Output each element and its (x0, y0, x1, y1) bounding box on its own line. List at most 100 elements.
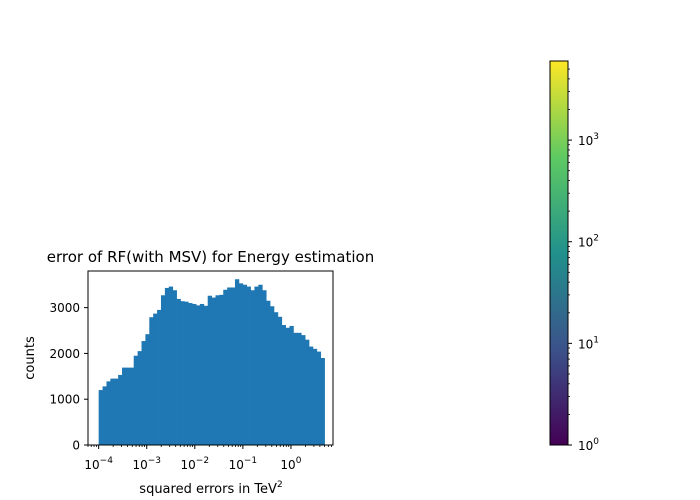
histogram-bar (234, 279, 240, 445)
histogram-bars (98, 279, 325, 445)
histogram-bar (106, 381, 111, 445)
histogram-bar (98, 390, 103, 445)
plot-frame (87, 270, 334, 446)
histogram-bar (125, 367, 131, 445)
histogram-bar (102, 386, 107, 445)
histogram-bar (215, 295, 220, 445)
histogram-bar (320, 358, 325, 445)
colorbar-tick-label: 100 (578, 437, 599, 453)
x-tick-label: 10−3 (132, 456, 161, 472)
chart-title: error of RF(with MSV) for Energy estimat… (47, 248, 374, 266)
colorbar-frame (549, 60, 569, 446)
x-axis-label-exponent: 2 (277, 480, 283, 490)
x-tick-base: 10 (229, 458, 244, 472)
histogram-bar (231, 287, 236, 445)
histogram-bar (285, 327, 290, 445)
x-tick-label: 10−1 (229, 456, 258, 472)
y-tick-label: 0 (72, 439, 80, 453)
histogram-bar (129, 367, 135, 445)
histogram-bar (266, 300, 271, 445)
histogram-bar (176, 298, 181, 445)
colorbar-tick-label: 103 (578, 132, 599, 148)
histogram-bar (270, 306, 275, 445)
x-tick-label: 10−2 (181, 456, 210, 472)
x-tick-exponent: −2 (196, 456, 209, 466)
histogram-bar (141, 341, 146, 445)
histogram-bar (196, 305, 201, 445)
histogram-bar (145, 334, 150, 445)
x-axis-label: squared errors in TeV2 (139, 480, 282, 497)
x-tick-exponent: 0 (296, 456, 302, 466)
histogram-bar (227, 287, 232, 445)
histogram-bar (118, 374, 123, 445)
y-tick-label: 2000 (49, 347, 80, 361)
colorbar-fill (550, 61, 568, 445)
histogram-bar (262, 290, 267, 445)
histogram-bar (114, 378, 119, 445)
histogram-bar (219, 294, 224, 445)
colorbar-tick-base: 10 (578, 236, 593, 250)
histogram-bar (133, 355, 138, 445)
histogram-bar (238, 283, 244, 445)
colorbar-tick-base: 10 (578, 439, 593, 453)
colorbar-tick-exponent: 0 (593, 437, 599, 447)
histogram-bar (305, 339, 310, 445)
x-tick-base: 10 (132, 458, 147, 472)
histogram-bar (160, 295, 166, 445)
x-axis-label-text: squared errors in TeV (139, 482, 277, 497)
x-tick-label: 100 (280, 456, 301, 472)
x-tick-exponent: −4 (100, 456, 114, 466)
x-axis: 10−4 10−3 10−2 10−1 100 (84, 445, 332, 472)
histogram-chart: error of RF(with MSV) for Energy estimat… (23, 248, 374, 497)
histogram-bar (188, 303, 193, 445)
histogram-bar (122, 367, 127, 445)
histogram-bar (149, 317, 154, 445)
histogram-bar (242, 284, 248, 445)
histogram-bar (211, 297, 216, 445)
histogram-bar (293, 332, 298, 445)
histogram-bar (157, 309, 162, 445)
histogram-bar (203, 305, 209, 445)
colorbar-tick-label: 102 (578, 234, 599, 250)
x-tick-base: 10 (280, 458, 295, 472)
colorbar-tick-base: 10 (578, 134, 593, 148)
colorbar-tick-base: 10 (578, 337, 593, 351)
y-tick-label: 1000 (49, 393, 80, 407)
histogram-bar (277, 316, 283, 445)
histogram-bar (316, 351, 322, 445)
y-tick-label: 3000 (49, 301, 80, 315)
x-tick-base: 10 (84, 458, 99, 472)
histogram-bar (250, 290, 255, 445)
histogram-bar (164, 287, 170, 445)
y-axis-label: counts (23, 336, 38, 380)
histogram-bar (137, 351, 142, 445)
histogram-bar (301, 335, 306, 445)
x-tick-label: 10−4 (84, 456, 113, 472)
histogram-bar (207, 295, 212, 445)
histogram-bar (289, 325, 294, 445)
colorbar-tick-exponent: 2 (593, 234, 599, 244)
histogram-bar (297, 332, 302, 445)
colorbar-tick-exponent: 3 (593, 132, 599, 142)
x-tick-exponent: −3 (148, 456, 161, 466)
histogram-bar (172, 290, 177, 445)
histogram-bar (199, 303, 205, 445)
histogram-bar (153, 313, 158, 445)
histogram-bar (254, 286, 259, 445)
histogram-bar (308, 346, 314, 445)
histogram-bar (192, 303, 197, 445)
histogram-bar (246, 286, 251, 445)
histogram-bar (312, 348, 318, 445)
histogram-bar (168, 286, 174, 445)
histogram-bar (110, 378, 115, 445)
colorbar-tick-label: 101 (578, 335, 599, 351)
colorbar-tick-exponent: 1 (593, 335, 599, 345)
histogram-bar (258, 284, 263, 445)
y-axis: 0 1000 2000 3000 (49, 301, 88, 453)
histogram-bar (184, 301, 189, 445)
histogram-bar (223, 289, 228, 445)
x-tick-exponent: −1 (244, 456, 257, 466)
histogram-bar (281, 325, 286, 445)
